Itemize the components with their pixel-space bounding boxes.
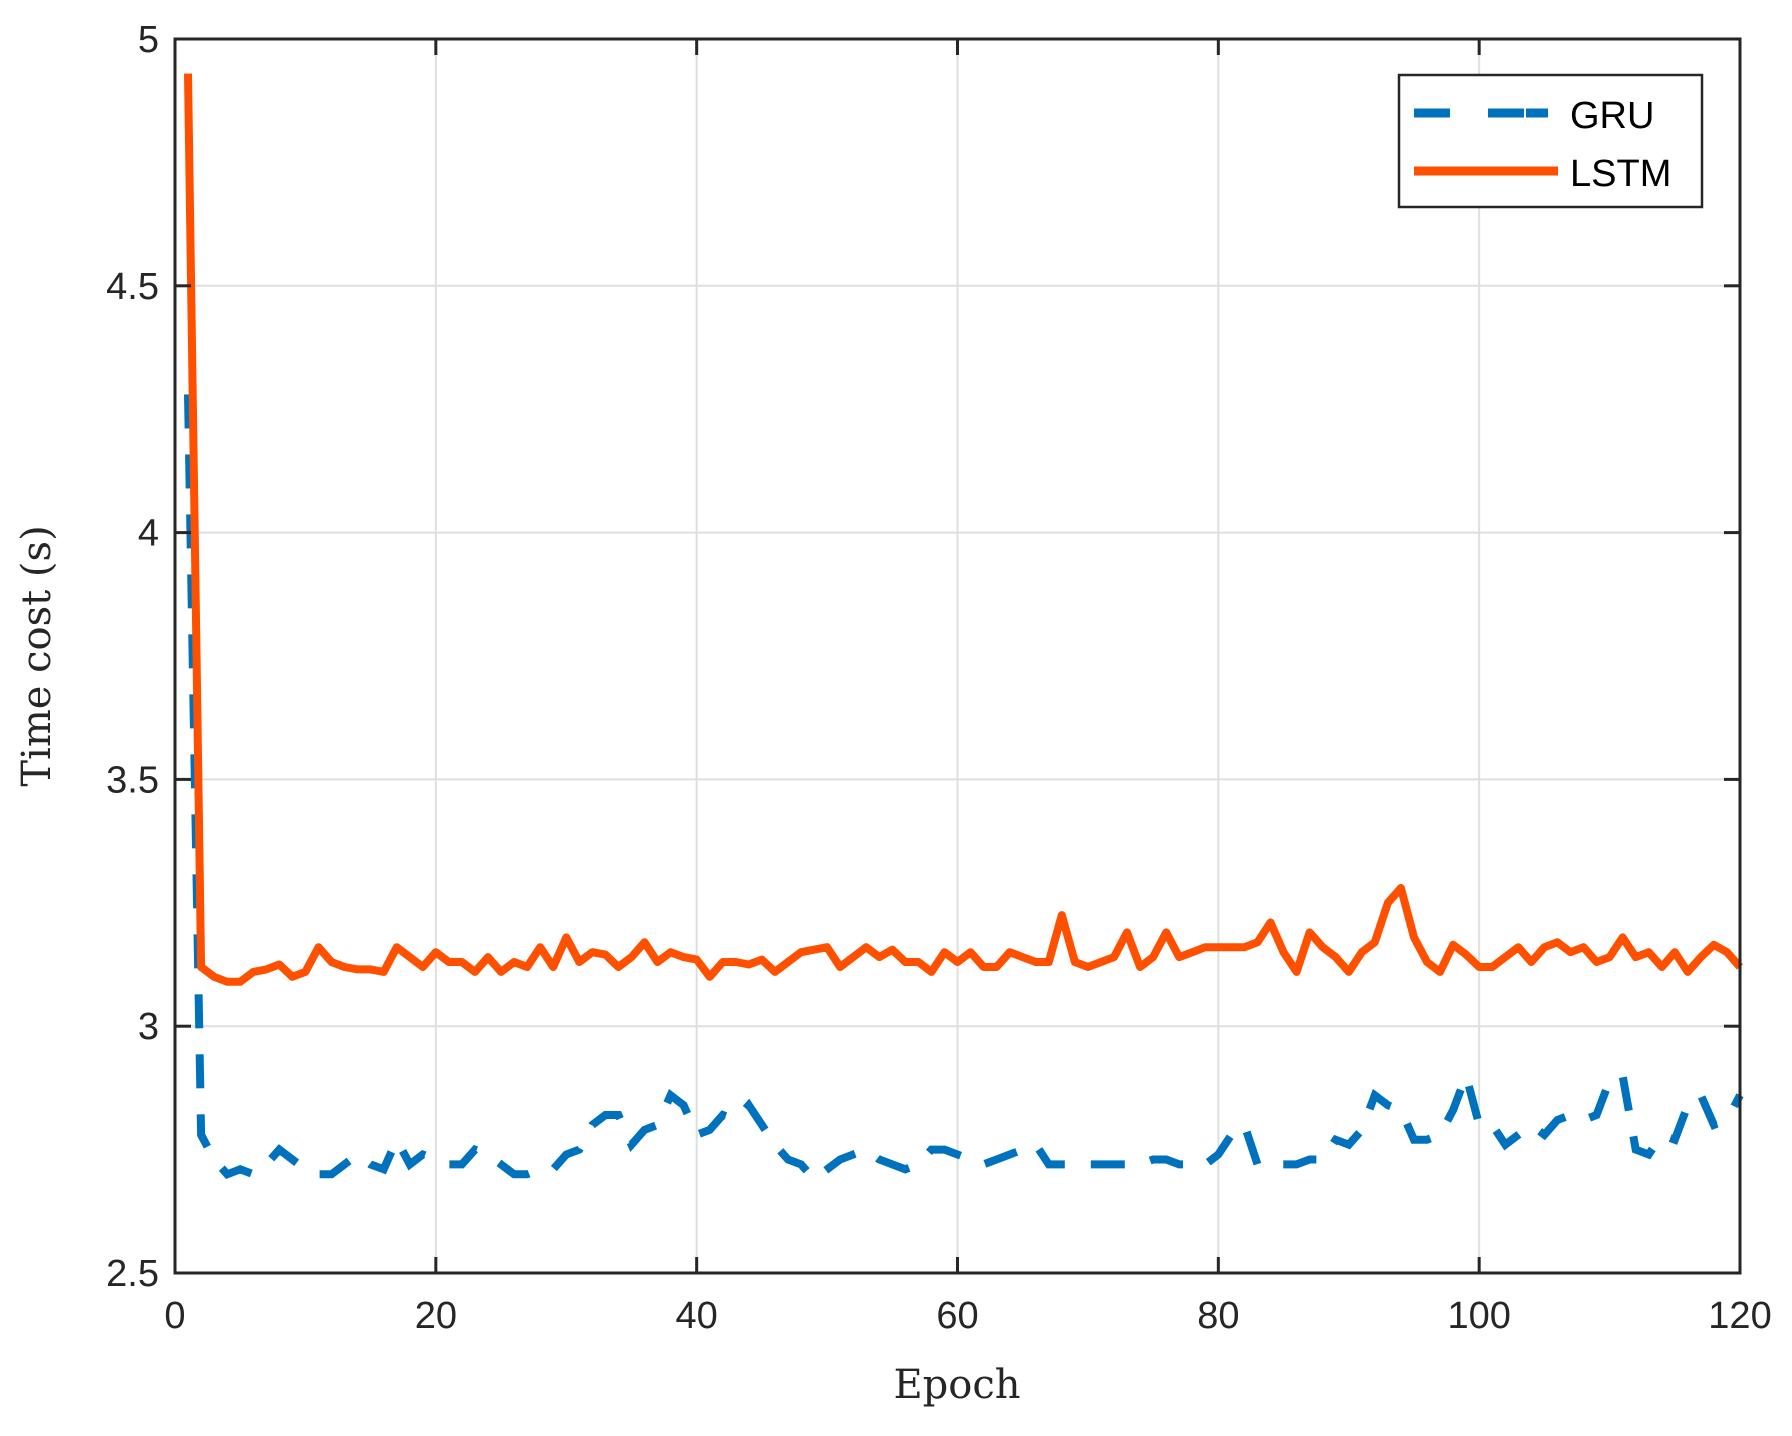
y-tick-label: 3.5	[106, 759, 159, 801]
y-axis-tick-labels: 2.5 3 3.5 4 4.5 5	[106, 19, 159, 1295]
y-tick-label: 4.5	[106, 266, 159, 308]
legend-item-lstm: LSTM	[1414, 153, 1671, 195]
y-axis-label: Time cost (s)	[14, 525, 60, 786]
axis-ticks	[173, 37, 1742, 1275]
x-tick-label: 100	[1447, 1295, 1510, 1337]
x-tick-label: 0	[164, 1295, 185, 1337]
legend-box	[1397, 73, 1704, 209]
series-line-lstm	[184, 73, 1744, 986]
legend-label-gru: GRU	[1570, 95, 1654, 137]
y-tick-label: 2.5	[106, 1253, 159, 1295]
grid-lines	[174, 38, 1741, 1274]
x-axis-label: Epoch	[893, 1362, 1020, 1408]
x-tick-label: 120	[1708, 1295, 1771, 1337]
x-tick-label: 20	[415, 1295, 457, 1337]
legend-item-gru: GRU	[1414, 95, 1654, 137]
y-tick-label: 5	[138, 19, 159, 61]
x-tick-label: 60	[936, 1295, 978, 1337]
series-line-gru	[184, 394, 1744, 1185]
x-tick-label: 40	[676, 1295, 718, 1337]
y-tick-label: 4	[138, 513, 159, 555]
series-lines	[184, 73, 1744, 1185]
y-tick-label: 3	[138, 1006, 159, 1048]
legend: GRU LSTM	[1397, 73, 1704, 209]
x-tick-label: 80	[1197, 1295, 1239, 1337]
x-axis-tick-labels: 0 20 40 60 80 100 120	[164, 1295, 1771, 1337]
legend-label-lstm: LSTM	[1570, 153, 1671, 195]
